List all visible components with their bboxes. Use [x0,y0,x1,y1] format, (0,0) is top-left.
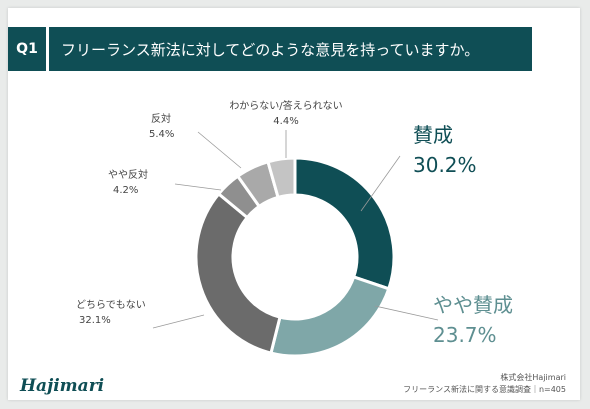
slice-unknown [266,156,297,200]
label-agree: 賛成 30.2% [413,120,477,180]
slice-somewhat-agree [269,274,391,358]
hajimari-logo: Hajimari [20,376,105,396]
label-agree-name: 賛成 [413,123,453,147]
label-somewhat-agree-value: 23.7% [433,323,497,347]
leader-disagree [197,131,242,169]
slice-neutral [194,191,282,355]
chart-card: Q1 フリーランス新法に対してどのような意見を持っていますか。 賛成 30.2%… [8,8,580,400]
question-number: Q1 [8,27,49,71]
label-neutral-value: 32.1% [79,315,111,326]
leader-somewhat-disagree [174,183,222,191]
label-disagree: 反対 5.4% [149,112,174,142]
question-title: フリーランス新法に対してどのような意見を持っていますか。 [49,27,532,71]
question-header: Q1 フリーランス新法に対してどのような意見を持っていますか。 [8,27,532,71]
leader-agree [360,155,401,212]
label-disagree-name: 反対 [151,114,171,125]
label-somewhat-disagree-value: 4.2% [113,185,139,196]
label-unknown-name: わからない/答えられない [229,101,343,112]
label-somewhat-agree: やや賛成 23.7% [433,290,513,350]
leader-neutral [152,314,205,329]
label-somewhat-disagree: やや反対 4.2% [108,168,148,198]
label-somewhat-agree-name: やや賛成 [433,293,513,317]
label-unknown: わからない/答えられない 4.4% [223,99,349,129]
slice-agree [293,156,396,291]
label-somewhat-disagree-name: やや反対 [108,170,148,181]
label-neutral: どちらでもない 32.1% [76,298,146,328]
credit-survey: フリーランス新法に関する意識調査｜n=405 [403,385,566,394]
survey-credit: 株式会社Hajimari フリーランス新法に関する意識調査｜n=405 [403,372,566,396]
credit-company: 株式会社Hajimari [500,373,566,382]
label-disagree-value: 5.4% [149,129,175,140]
label-neutral-name: どちらでもない [76,300,146,311]
label-agree-value: 30.2% [413,153,477,177]
leader-somewhat-agree [374,305,439,321]
label-unknown-value: 4.4% [273,116,299,127]
donut-chart [152,130,439,358]
